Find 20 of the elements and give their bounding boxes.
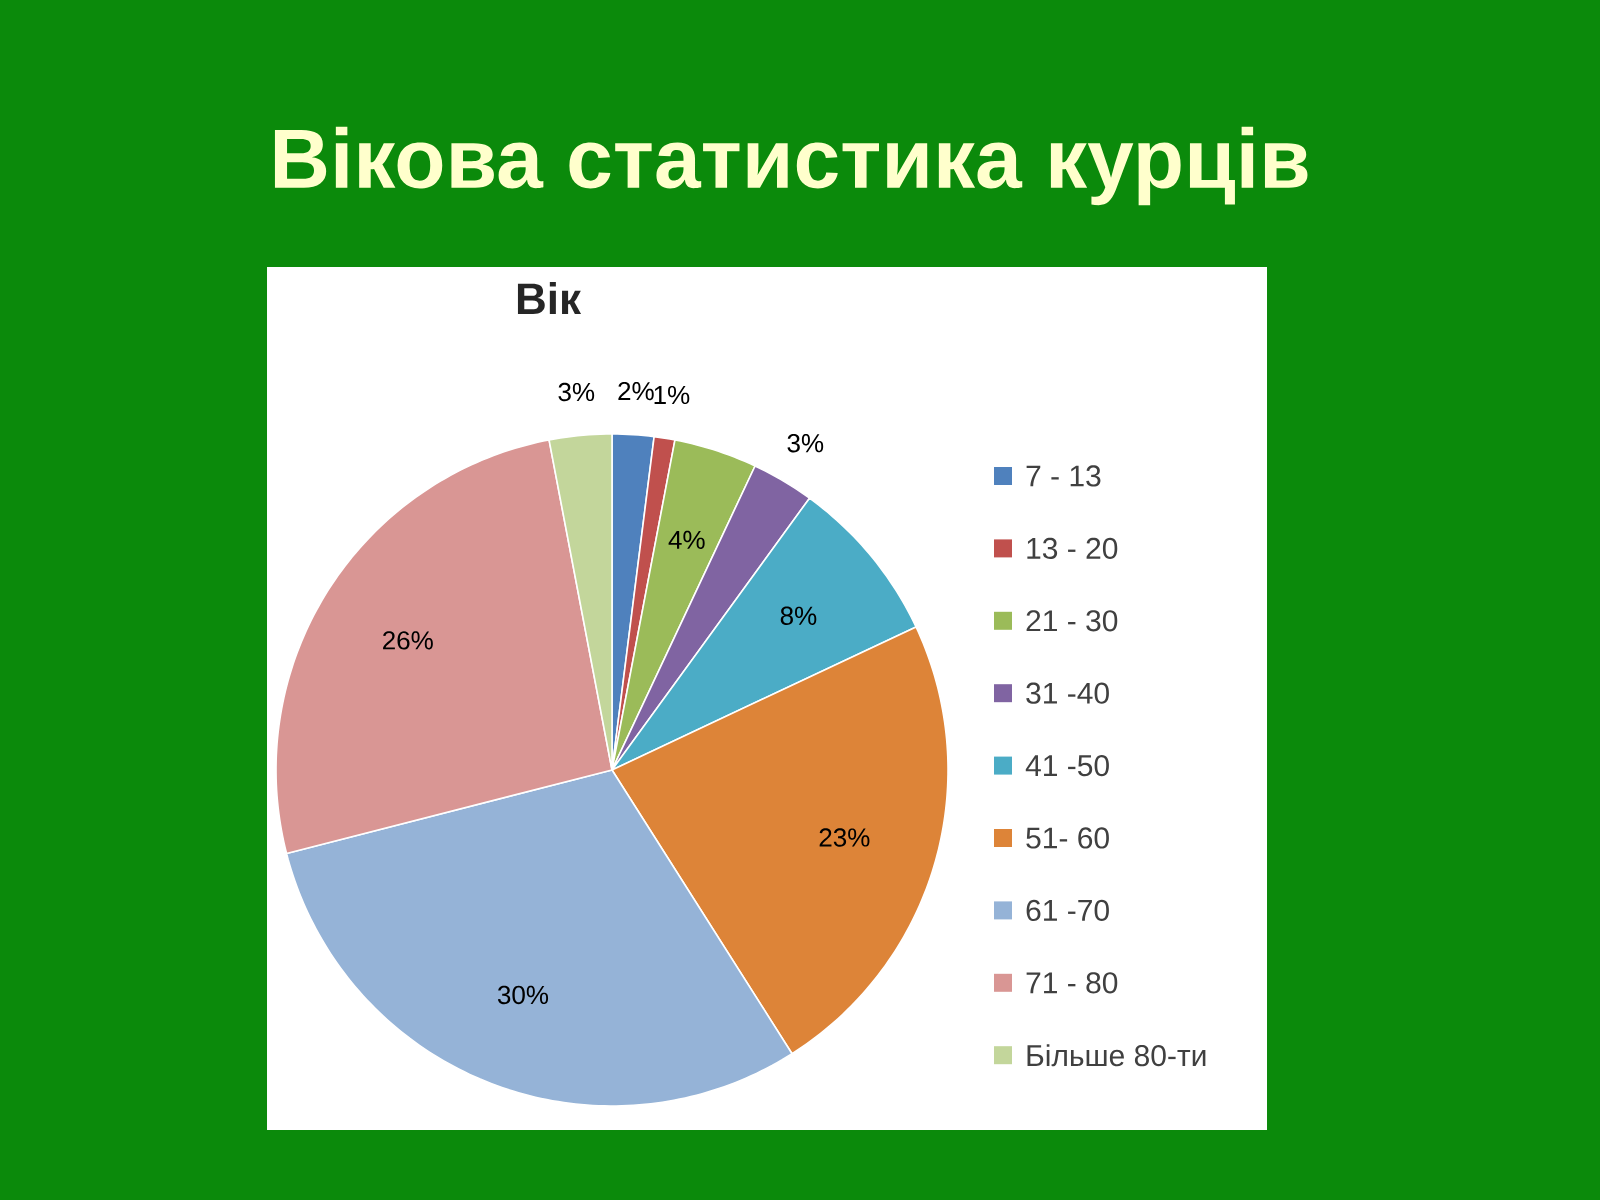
chart-title: Вікова статистика курців bbox=[274, 126, 1308, 206]
data-label: 23% bbox=[819, 828, 870, 847]
data-label: 30% bbox=[497, 985, 549, 1005]
legend-label: Більше 80-ти bbox=[1027, 1044, 1206, 1067]
legend-label: 7 - 13 bbox=[1026, 465, 1101, 487]
legend-label: 71 - 80 bbox=[1026, 972, 1118, 994]
data-label: 2% bbox=[618, 381, 654, 401]
data-label: 4% bbox=[668, 530, 705, 550]
legend-label: 13 - 20 bbox=[1027, 537, 1118, 559]
legend-label: 21 - 30 bbox=[1026, 610, 1118, 632]
data-label: 3% bbox=[558, 382, 595, 402]
chart-subtitle: Вік bbox=[517, 282, 582, 314]
data-label: 26% bbox=[383, 631, 433, 650]
legend-label: 51- 60 bbox=[1026, 827, 1109, 849]
data-label: 8% bbox=[780, 606, 817, 625]
legend-label: 61 -70 bbox=[1026, 899, 1109, 922]
legend-label: 31 -40 bbox=[1026, 682, 1109, 704]
data-label: 3% bbox=[787, 433, 824, 453]
data-label: 1% bbox=[654, 385, 690, 405]
legend-label: 41 -50 bbox=[1025, 754, 1109, 777]
